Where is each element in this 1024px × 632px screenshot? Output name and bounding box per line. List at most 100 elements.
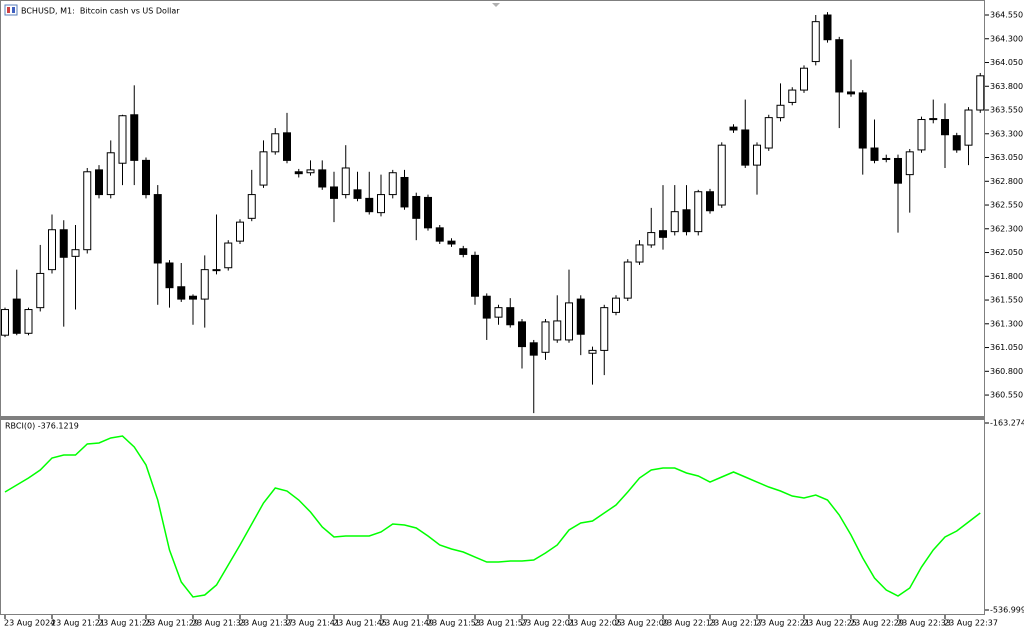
x-tick-label: 23 Aug 21:37 <box>239 619 293 628</box>
candle-body <box>48 229 56 271</box>
y-tick-label: 364.050 <box>990 58 1023 67</box>
candle-body <box>647 232 656 246</box>
candle-body <box>835 39 844 93</box>
candle-body <box>118 115 127 164</box>
candle-body <box>553 320 562 341</box>
y-tick-label: 361.800 <box>990 272 1023 281</box>
candle-body <box>576 298 585 335</box>
y-tick-label: 363.800 <box>990 82 1023 91</box>
y-tick-label: 361.300 <box>990 319 1023 328</box>
x-tick-label: 23 Aug 22:25 <box>803 619 857 628</box>
candle-body <box>59 229 68 258</box>
symbol-icon <box>4 4 18 16</box>
candle-body <box>894 157 902 184</box>
candle-body <box>659 230 667 238</box>
indicator-line <box>4 435 981 598</box>
y-tick-label: 364.550 <box>990 11 1023 20</box>
x-tick-label: 23 Aug 22:09 <box>615 619 669 628</box>
candle-body <box>341 167 350 196</box>
candle-body <box>929 118 938 121</box>
candle-body <box>976 75 985 111</box>
candle-body <box>435 227 444 242</box>
x-tick-label: 23 Aug 21:33 <box>192 619 246 628</box>
candle-body <box>612 297 620 313</box>
chart-title: BCHUSD, M1: Bitcoin cash vs US Dollar <box>21 7 180 16</box>
candle-body <box>623 261 632 299</box>
price-pane-frame <box>0 0 985 417</box>
candle-body <box>482 295 491 319</box>
candle-body <box>459 248 468 255</box>
candle-body <box>447 240 456 245</box>
indicator-pane-frame <box>0 419 985 615</box>
candle-body <box>189 295 197 300</box>
candle-body <box>95 169 103 196</box>
x-tick-label: 23 Aug 22:01 <box>521 619 575 628</box>
y-tick-label: 364.300 <box>990 34 1023 43</box>
candle-body <box>518 321 526 348</box>
candle-body <box>165 262 174 289</box>
candle-body <box>529 342 538 356</box>
y-tick-label: 361.050 <box>990 343 1023 352</box>
x-tick-label: 23 Aug 21:53 <box>427 619 481 628</box>
candle-body <box>823 14 832 41</box>
x-tick-label: 23 Aug 22:21 <box>756 619 810 628</box>
x-tick-label: 23 Aug 21:49 <box>380 619 434 628</box>
candle-body <box>847 91 855 95</box>
x-tick-label: 23 Aug 21:29 <box>145 619 199 628</box>
candle-body <box>294 171 303 175</box>
candle-body <box>964 109 973 146</box>
x-tick-label: 23 Aug 2024 <box>4 619 55 628</box>
candle-body <box>271 133 280 153</box>
candle-body <box>318 169 327 188</box>
x-tick-label: 23 Aug 22:13 <box>662 619 716 628</box>
candle-body <box>365 197 374 213</box>
candle-body <box>12 298 21 334</box>
candle-body <box>283 132 291 161</box>
candle-body <box>694 191 703 233</box>
candle-body <box>776 104 785 119</box>
candle-body <box>741 129 750 166</box>
candle-body <box>670 211 679 233</box>
candle-body <box>788 89 797 103</box>
candle-body <box>24 309 33 334</box>
candle-body <box>882 157 891 160</box>
x-tick-label: 23 Aug 22:05 <box>568 619 622 628</box>
y-tick-label: 363.300 <box>990 129 1023 138</box>
candle-body <box>259 151 268 186</box>
candle-body <box>177 286 186 300</box>
candle-body <box>130 114 139 161</box>
candle-body <box>600 307 609 351</box>
y-tick-label: 363.050 <box>990 153 1023 162</box>
candle-body <box>565 302 573 341</box>
candle-body <box>706 191 714 212</box>
candle-body <box>142 159 150 196</box>
candle-body <box>717 144 726 206</box>
x-tick-label: 23 Aug 22:33 <box>897 619 951 628</box>
candle-body <box>1 309 9 336</box>
candle-body <box>952 135 961 151</box>
candle-body <box>36 272 45 309</box>
x-tick-label: 23 Aug 21:25 <box>98 619 152 628</box>
x-tick-label: 23 Aug 21:45 <box>333 619 387 628</box>
candle-body <box>494 307 503 318</box>
collapse-arrow[interactable] <box>492 3 500 7</box>
candle-body <box>811 21 820 63</box>
x-tick-label: 23 Aug 22:29 <box>850 619 904 628</box>
candle-body <box>353 189 362 199</box>
candle-body <box>635 244 644 263</box>
indicator-title: RBCI(0) -376.1219 <box>5 422 79 431</box>
candle-body <box>541 321 550 353</box>
y-tick-label: 362.300 <box>990 224 1023 233</box>
x-tick-label: 23 Aug 22:17 <box>709 619 763 628</box>
y-tick-label: 362.550 <box>990 201 1023 210</box>
candle-body <box>870 147 879 161</box>
candle-body <box>106 152 115 196</box>
candle-body <box>858 92 867 149</box>
candle-body <box>388 172 397 196</box>
x-tick-label: 23 Aug 21:41 <box>286 619 340 628</box>
y-tick-label: 361.550 <box>990 296 1023 305</box>
candle-body <box>506 307 515 326</box>
candle-body <box>200 269 209 300</box>
candle-body <box>471 254 479 297</box>
